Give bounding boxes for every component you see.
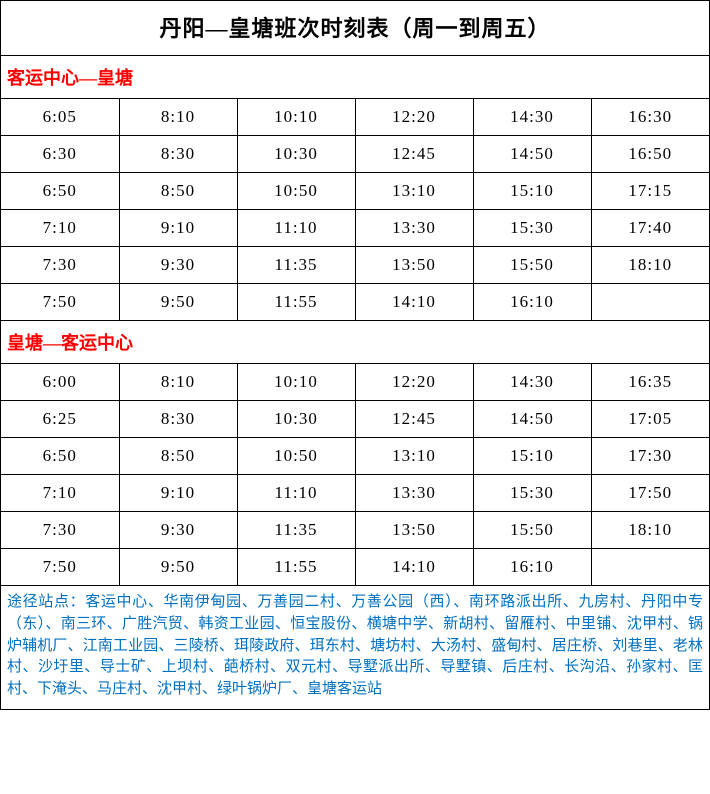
time-cell: 16:10 <box>473 549 591 586</box>
table-row: 6:25 8:30 10:30 12:45 14:50 17:05 <box>1 401 709 438</box>
time-cell: 8:50 <box>119 438 237 475</box>
table-row: 6:50 8:50 10:50 13:10 15:10 17:15 <box>1 173 709 210</box>
page-title: 丹阳—皇塘班次时刻表（周一到周五） <box>1 1 709 56</box>
time-cell: 6:30 <box>1 136 119 173</box>
time-cell: 17:30 <box>591 438 709 475</box>
time-cell: 8:10 <box>119 99 237 136</box>
time-cell: 9:30 <box>119 247 237 284</box>
time-cell: 13:30 <box>355 475 473 512</box>
time-cell: 7:10 <box>1 475 119 512</box>
time-cell: 9:30 <box>119 512 237 549</box>
timetable-2: 6:00 8:10 10:10 12:20 14:30 16:35 6:25 8… <box>1 364 709 585</box>
time-cell: 11:35 <box>237 247 355 284</box>
time-cell: 13:10 <box>355 438 473 475</box>
time-cell: 13:10 <box>355 173 473 210</box>
time-cell: 7:30 <box>1 247 119 284</box>
time-cell: 14:10 <box>355 549 473 586</box>
time-cell: 17:15 <box>591 173 709 210</box>
time-cell: 15:30 <box>473 475 591 512</box>
time-cell: 16:30 <box>591 99 709 136</box>
table-row: 7:50 9:50 11:55 14:10 16:10 <box>1 549 709 586</box>
time-cell: 10:50 <box>237 438 355 475</box>
time-cell: 6:50 <box>1 173 119 210</box>
time-cell: 8:50 <box>119 173 237 210</box>
time-cell: 17:40 <box>591 210 709 247</box>
table-row: 6:00 8:10 10:10 12:20 14:30 16:35 <box>1 364 709 401</box>
section-1-table-wrap: 6:05 8:10 10:10 12:20 14:30 16:30 6:30 8… <box>1 99 709 321</box>
table-row: 7:30 9:30 11:35 13:50 15:50 18:10 <box>1 247 709 284</box>
time-cell: 14:10 <box>355 284 473 321</box>
time-cell: 18:10 <box>591 512 709 549</box>
time-cell: 7:30 <box>1 512 119 549</box>
time-cell: 12:20 <box>355 364 473 401</box>
time-cell: 13:50 <box>355 512 473 549</box>
time-cell: 9:50 <box>119 549 237 586</box>
table-row: 6:50 8:50 10:50 13:10 15:10 17:30 <box>1 438 709 475</box>
time-cell: 14:30 <box>473 364 591 401</box>
time-cell: 15:10 <box>473 173 591 210</box>
table-row: 7:50 9:50 11:55 14:10 16:10 <box>1 284 709 321</box>
table-row: 7:10 9:10 11:10 13:30 15:30 17:50 <box>1 475 709 512</box>
time-cell: 15:10 <box>473 438 591 475</box>
table-row: 6:30 8:30 10:30 12:45 14:50 16:50 <box>1 136 709 173</box>
time-cell: 8:30 <box>119 136 237 173</box>
time-cell: 12:45 <box>355 136 473 173</box>
time-cell: 14:50 <box>473 401 591 438</box>
time-cell: 11:55 <box>237 549 355 586</box>
time-cell: 15:50 <box>473 247 591 284</box>
time-cell: 12:20 <box>355 99 473 136</box>
time-cell: 6:25 <box>1 401 119 438</box>
time-cell: 17:50 <box>591 475 709 512</box>
timetable-1: 6:05 8:10 10:10 12:20 14:30 16:30 6:30 8… <box>1 99 709 320</box>
time-cell: 13:50 <box>355 247 473 284</box>
time-cell: 15:50 <box>473 512 591 549</box>
time-cell: 11:10 <box>237 210 355 247</box>
time-cell: 10:30 <box>237 136 355 173</box>
time-cell: 7:10 <box>1 210 119 247</box>
time-cell: 11:10 <box>237 475 355 512</box>
time-cell: 10:50 <box>237 173 355 210</box>
time-cell: 10:30 <box>237 401 355 438</box>
section-header-2: 皇塘—客运中心 <box>1 321 709 364</box>
time-cell: 8:10 <box>119 364 237 401</box>
time-cell: 16:10 <box>473 284 591 321</box>
time-cell: 6:05 <box>1 99 119 136</box>
time-cell: 14:30 <box>473 99 591 136</box>
time-cell: 16:35 <box>591 364 709 401</box>
time-cell: 9:10 <box>119 475 237 512</box>
time-cell: 17:05 <box>591 401 709 438</box>
table-row: 6:05 8:10 10:10 12:20 14:30 16:30 <box>1 99 709 136</box>
time-cell: 16:50 <box>591 136 709 173</box>
time-cell: 6:00 <box>1 364 119 401</box>
time-cell: 11:35 <box>237 512 355 549</box>
table-row: 7:10 9:10 11:10 13:30 15:30 17:40 <box>1 210 709 247</box>
time-cell: 12:45 <box>355 401 473 438</box>
timetable-container: 丹阳—皇塘班次时刻表（周一到周五） 客运中心—皇塘 6:05 8:10 10:1… <box>0 0 710 710</box>
time-cell: 18:10 <box>591 247 709 284</box>
table-row: 7:30 9:30 11:35 13:50 15:50 18:10 <box>1 512 709 549</box>
section-header-1: 客运中心—皇塘 <box>1 56 709 99</box>
time-cell: 11:55 <box>237 284 355 321</box>
time-cell: 10:10 <box>237 364 355 401</box>
time-cell: 7:50 <box>1 284 119 321</box>
time-cell: 13:30 <box>355 210 473 247</box>
route-stops-note: 途径站点：客运中心、华南伊甸园、万善园二村、万善公园（西）、南环路派出所、九房村… <box>1 585 709 709</box>
time-cell: 9:50 <box>119 284 237 321</box>
time-cell: 15:30 <box>473 210 591 247</box>
time-cell: 9:10 <box>119 210 237 247</box>
time-cell: 14:50 <box>473 136 591 173</box>
time-cell <box>591 284 709 321</box>
time-cell: 6:50 <box>1 438 119 475</box>
time-cell: 10:10 <box>237 99 355 136</box>
time-cell <box>591 549 709 586</box>
time-cell: 7:50 <box>1 549 119 586</box>
time-cell: 8:30 <box>119 401 237 438</box>
